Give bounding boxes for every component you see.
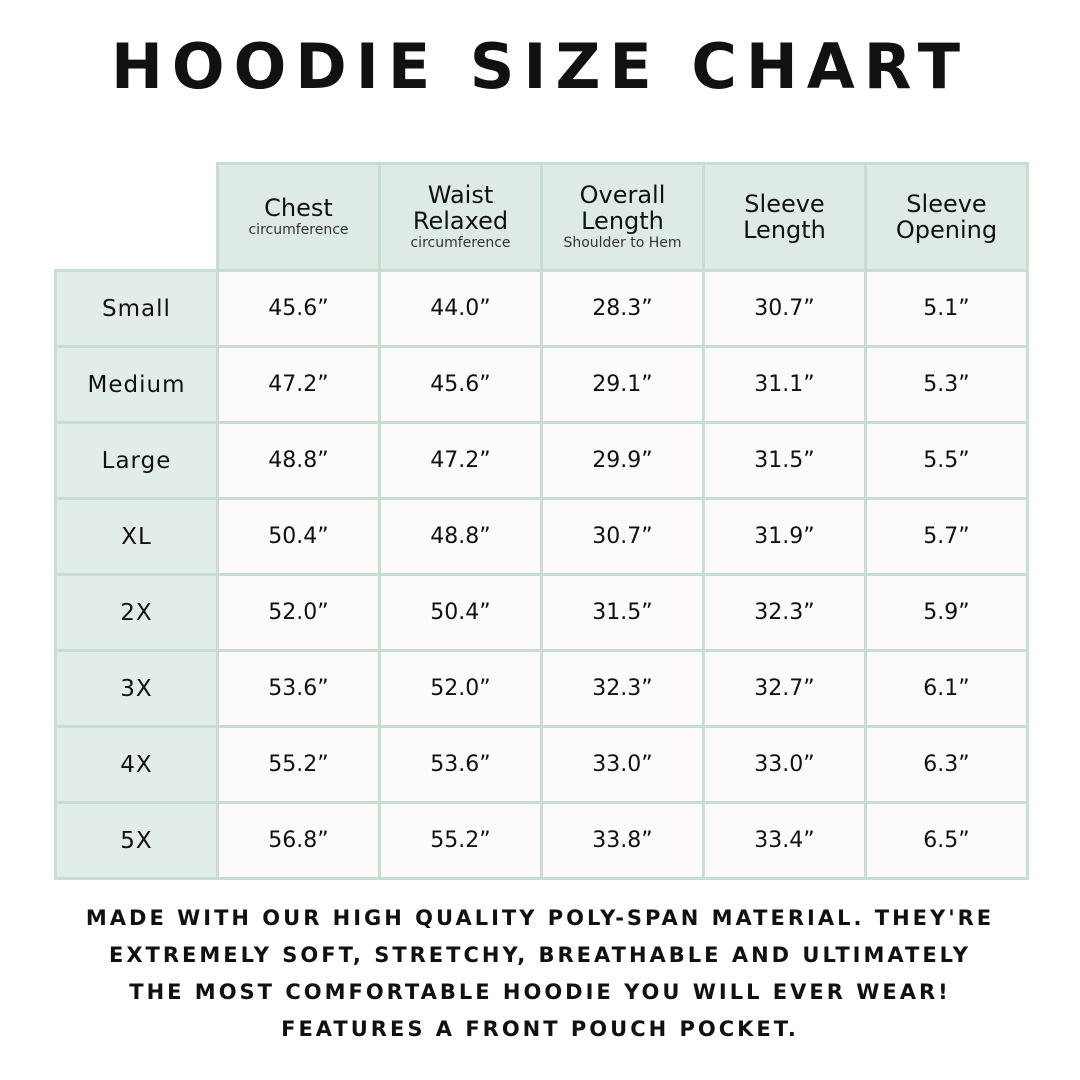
table-cell: 47.2” (216, 345, 381, 424)
header-sleeve-length: Sleeve Length (702, 162, 867, 272)
table-cell: 44.0” (378, 269, 543, 348)
table-cell: 29.9” (540, 421, 705, 500)
page-title: HOODIE SIZE CHART (110, 30, 969, 103)
table-cell: 31.5” (540, 573, 705, 652)
header-label: Sleeve Length (743, 190, 826, 244)
header-sub: circumference (410, 235, 511, 251)
table-cell: 48.8” (378, 497, 543, 576)
table-cell: 30.7” (702, 269, 867, 348)
table-cell: 32.3” (702, 573, 867, 652)
header-sleeve-opening: Sleeve Opening (864, 162, 1029, 272)
size-label: Large (54, 421, 219, 500)
table-cell: 5.9” (864, 573, 1029, 652)
table-cell: 6.3” (864, 725, 1029, 804)
size-label: 5X (54, 801, 219, 880)
size-label: 4X (54, 725, 219, 804)
table-cell: 55.2” (216, 725, 381, 804)
table-cell: 52.0” (216, 573, 381, 652)
table-cell: 48.8” (216, 421, 381, 500)
size-label: Medium (54, 345, 219, 424)
table-row: 5X 56.8” 55.2” 33.8” 33.4” 6.5” (54, 801, 1029, 880)
header-waist: Waist Relaxed circumference (378, 162, 543, 272)
table-cell: 29.1” (540, 345, 705, 424)
table-cell: 50.4” (216, 497, 381, 576)
table-cell: 32.7” (702, 649, 867, 728)
table-cell: 33.0” (540, 725, 705, 804)
table-cell: 47.2” (378, 421, 543, 500)
table-cell: 33.8” (540, 801, 705, 880)
size-label: XL (54, 497, 219, 576)
table-row: 4X 55.2” 53.6” 33.0” 33.0” 6.3” (54, 725, 1029, 804)
description-line: THE MOST COMFORTABLE HOODIE YOU WILL EVE… (129, 980, 951, 1004)
header-sub: Shoulder to Hem (563, 235, 682, 251)
table-cell: 53.6” (216, 649, 381, 728)
table-cell: 55.2” (378, 801, 543, 880)
table-row: Medium 47.2” 45.6” 29.1” 31.1” 5.3” (54, 345, 1029, 424)
table-cell: 33.0” (702, 725, 867, 804)
table-cell: 45.6” (216, 269, 381, 348)
table-cell: 33.4” (702, 801, 867, 880)
corner-cell (56, 164, 218, 271)
header-label: Chest (264, 194, 333, 222)
table-cell: 5.1” (864, 269, 1029, 348)
table-row: 3X 53.6” 52.0” 32.3” 32.7” 6.1” (54, 649, 1029, 728)
table-cell: 5.3” (864, 345, 1029, 424)
table-cell: 30.7” (540, 497, 705, 576)
table-cell: 31.1” (702, 345, 867, 424)
table-row: Large 48.8” 47.2” 29.9” 31.5” 5.5” (54, 421, 1029, 500)
table-row: XL 50.4” 48.8” 30.7” 31.9” 5.7” (54, 497, 1029, 576)
table-cell: 31.9” (702, 497, 867, 576)
size-label: 2X (54, 573, 219, 652)
table-row: 2X 52.0” 50.4” 31.5” 32.3” 5.9” (54, 573, 1029, 652)
table-row: Small 45.6” 44.0” 28.3” 30.7” 5.1” (54, 269, 1029, 348)
header-overall-length: Overall Length Shoulder to Hem (540, 162, 705, 272)
size-label: Small (54, 269, 219, 348)
header-label: Sleeve Opening (895, 190, 998, 244)
header-label: Waist Relaxed (412, 181, 509, 235)
description: MADE WITH OUR HIGH QUALITY POLY-SPAN MAT… (0, 900, 1080, 1048)
table-cell: 28.3” (540, 269, 705, 348)
table-cell: 6.5” (864, 801, 1029, 880)
table-cell: 5.5” (864, 421, 1029, 500)
table-cell: 5.7” (864, 497, 1029, 576)
header-row: Chest circumference Waist Relaxed circumfe… (56, 162, 1029, 272)
table-cell: 50.4” (378, 573, 543, 652)
description-line: FEATURES A FRONT POUCH POCKET. (281, 1017, 799, 1041)
table-cell: 52.0” (378, 649, 543, 728)
header-sub: circumference (248, 222, 349, 238)
table-cell: 56.8” (216, 801, 381, 880)
header-label: Overall Length (579, 181, 666, 235)
description-line: EXTREMELY SOFT, STRETCHY, BREATHABLE AND… (109, 943, 971, 967)
size-table: Chest circumference Waist Relaxed circumfe… (54, 162, 1029, 880)
description-line: MADE WITH OUR HIGH QUALITY POLY-SPAN MAT… (85, 906, 995, 930)
size-label: 3X (54, 649, 219, 728)
table-cell: 32.3” (540, 649, 705, 728)
table-cell: 53.6” (378, 725, 543, 804)
table-cell: 31.5” (702, 421, 867, 500)
header-chest: Chest circumference (216, 162, 381, 272)
table-cell: 45.6” (378, 345, 543, 424)
table-cell: 6.1” (864, 649, 1029, 728)
